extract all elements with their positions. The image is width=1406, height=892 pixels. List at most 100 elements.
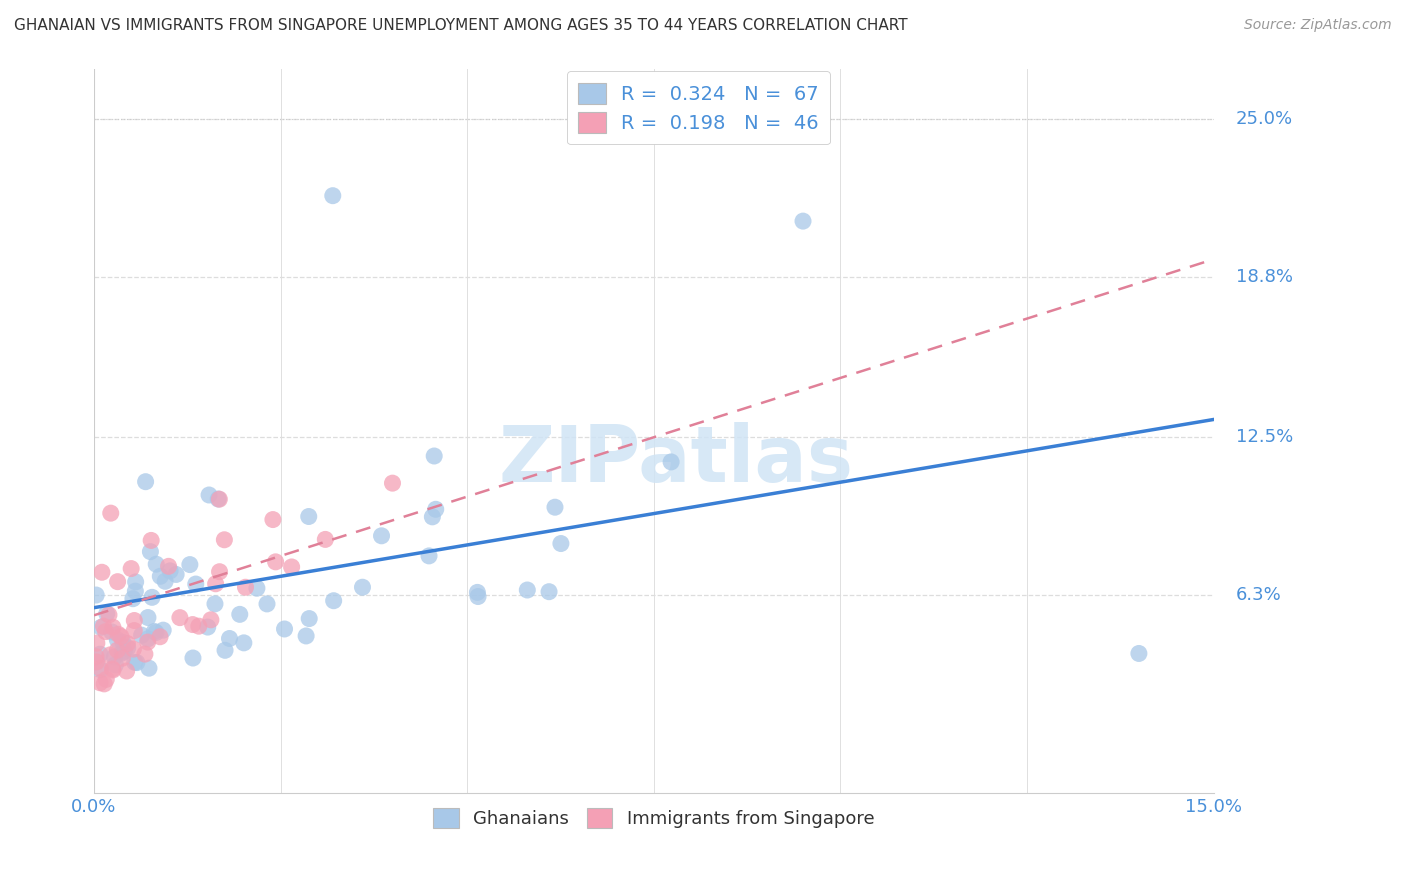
Point	[159, 564, 181, 578]
Point	[204, 576, 226, 591]
Point	[101, 620, 124, 634]
Point	[208, 565, 231, 579]
Point	[352, 580, 374, 594]
Point	[198, 488, 221, 502]
Point	[97, 607, 120, 622]
Point	[143, 624, 166, 639]
Legend: Ghanaians, Immigrants from Singapore: Ghanaians, Immigrants from Singapore	[426, 801, 882, 835]
Point	[516, 582, 538, 597]
Point	[280, 560, 302, 574]
Point	[235, 580, 257, 594]
Point	[111, 635, 134, 649]
Point	[96, 607, 118, 621]
Point	[93, 619, 115, 633]
Point	[262, 512, 284, 526]
Text: 12.5%: 12.5%	[1236, 428, 1294, 446]
Point	[425, 502, 447, 516]
Point	[181, 651, 204, 665]
Point	[165, 567, 187, 582]
Point	[96, 673, 118, 687]
Point	[111, 651, 134, 665]
Point	[134, 647, 156, 661]
Point	[200, 613, 222, 627]
Point	[153, 574, 176, 589]
Point	[181, 617, 204, 632]
Point	[124, 574, 146, 589]
Point	[152, 623, 174, 637]
Point	[136, 632, 159, 646]
Point	[139, 544, 162, 558]
Point	[467, 590, 489, 604]
Text: 18.8%: 18.8%	[1236, 268, 1294, 286]
Point	[100, 506, 122, 520]
Point	[138, 661, 160, 675]
Point	[544, 500, 567, 515]
Point	[273, 622, 295, 636]
Point	[418, 549, 440, 563]
Point	[122, 591, 145, 606]
Point	[298, 611, 321, 625]
Point	[322, 188, 344, 202]
Point	[103, 649, 125, 664]
Point	[84, 588, 107, 602]
Point	[157, 559, 180, 574]
Point	[105, 632, 128, 647]
Point	[89, 647, 111, 661]
Point	[208, 492, 231, 507]
Point	[659, 455, 682, 469]
Point	[117, 640, 139, 655]
Point	[246, 581, 269, 595]
Point	[792, 214, 814, 228]
Point	[84, 649, 107, 664]
Point	[86, 655, 108, 669]
Point	[214, 643, 236, 657]
Point	[141, 533, 163, 548]
Point	[101, 663, 124, 677]
Point	[124, 656, 146, 670]
Point	[264, 555, 287, 569]
Point	[124, 614, 146, 628]
Point	[197, 620, 219, 634]
Point	[295, 629, 318, 643]
Point	[125, 656, 148, 670]
Text: GHANAIAN VS IMMIGRANTS FROM SINGAPORE UNEMPLOYMENT AMONG AGES 35 TO 44 YEARS COR: GHANAIAN VS IMMIGRANTS FROM SINGAPORE UN…	[14, 18, 908, 33]
Point	[107, 627, 129, 641]
Point	[131, 628, 153, 642]
Text: ZIPatlas: ZIPatlas	[499, 422, 853, 498]
Point	[550, 536, 572, 550]
Point	[117, 636, 139, 650]
Point	[135, 475, 157, 489]
Point	[90, 620, 112, 634]
Point	[98, 648, 121, 662]
Point	[467, 585, 489, 599]
Point	[149, 630, 172, 644]
Point	[232, 636, 254, 650]
Text: Source: ZipAtlas.com: Source: ZipAtlas.com	[1244, 18, 1392, 32]
Point	[89, 661, 111, 675]
Point	[179, 558, 201, 572]
Point	[298, 509, 321, 524]
Point	[120, 561, 142, 575]
Point	[256, 597, 278, 611]
Point	[141, 591, 163, 605]
Point	[90, 663, 112, 677]
Point	[136, 610, 159, 624]
Point	[1128, 647, 1150, 661]
Point	[322, 593, 344, 607]
Point	[229, 607, 252, 622]
Point	[314, 533, 336, 547]
Point	[169, 610, 191, 624]
Point	[136, 635, 159, 649]
Point	[149, 569, 172, 583]
Point	[370, 529, 392, 543]
Point	[124, 584, 146, 599]
Point	[381, 476, 404, 491]
Point	[218, 632, 240, 646]
Point	[207, 491, 229, 506]
Point	[89, 675, 111, 690]
Point	[112, 644, 135, 658]
Point	[101, 662, 124, 676]
Point	[204, 597, 226, 611]
Point	[90, 566, 112, 580]
Point	[100, 624, 122, 639]
